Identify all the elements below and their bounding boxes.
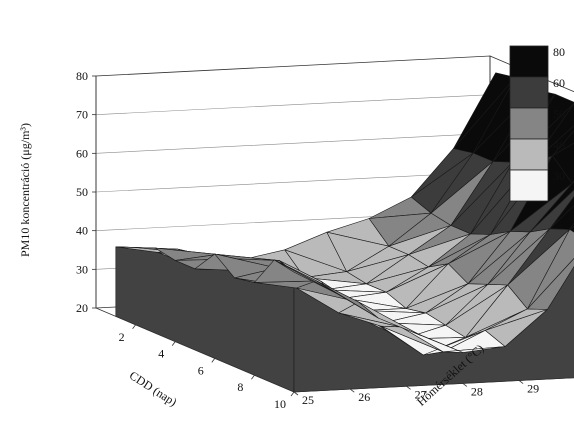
surface-facet bbox=[549, 196, 574, 229]
x-tick-mark bbox=[211, 358, 216, 363]
legend-label: 50 bbox=[553, 107, 565, 121]
z-tick-label: 50 bbox=[76, 185, 88, 199]
front-axes: 203040506070802468102526272829303132 bbox=[76, 69, 574, 411]
y-tick-label: 27 bbox=[415, 387, 427, 401]
x-tick-label: 4 bbox=[158, 347, 164, 361]
legend-label: 80 bbox=[553, 45, 565, 59]
surface-facet bbox=[316, 280, 379, 319]
surface-facet bbox=[552, 142, 574, 184]
y-tick-label: 29 bbox=[527, 382, 539, 396]
x-tick-label: 2 bbox=[119, 330, 125, 344]
legend-label: 40 bbox=[553, 138, 565, 152]
y-tick-mark bbox=[350, 388, 355, 393]
surface-facet bbox=[527, 258, 574, 310]
legend-swatch bbox=[509, 45, 549, 78]
z-tick-label: 60 bbox=[76, 146, 88, 160]
x-axis-line bbox=[95, 307, 295, 393]
z-tick-label: 20 bbox=[76, 301, 88, 315]
x-tick-label: 8 bbox=[237, 380, 243, 394]
z-tick-label: 30 bbox=[76, 262, 88, 276]
legend-swatch bbox=[509, 138, 549, 171]
legend-label: 30 bbox=[553, 169, 565, 183]
surface-facet bbox=[273, 259, 337, 294]
y-tick-label: 28 bbox=[471, 384, 483, 398]
x-tick-mark bbox=[171, 341, 176, 346]
y-tick-mark bbox=[518, 380, 524, 384]
legend-label: 60 bbox=[553, 76, 565, 90]
x-tick-mark bbox=[251, 374, 255, 380]
legend-swatch bbox=[509, 76, 549, 109]
surface-facet bbox=[549, 205, 574, 230]
x-tick-mark bbox=[290, 391, 295, 397]
color-legend: 80 60 50 40 30 bbox=[509, 45, 565, 202]
z-tick-label: 70 bbox=[76, 108, 88, 122]
legend-swatch bbox=[509, 169, 549, 202]
x-tick-label: 6 bbox=[198, 363, 204, 377]
y-axis-line bbox=[293, 377, 574, 393]
surface-facet bbox=[569, 225, 574, 233]
y-tick-mark bbox=[293, 391, 299, 396]
x-tick-label: 10 bbox=[274, 397, 286, 411]
z-axis-title: PM10 koncentráció (μg/m³) bbox=[18, 123, 32, 257]
surface-facet bbox=[484, 309, 548, 347]
z-tick-label: 40 bbox=[76, 224, 88, 238]
surface-facet bbox=[569, 222, 574, 230]
z-tick-label: 80 bbox=[76, 69, 88, 83]
y-tick-mark bbox=[462, 383, 468, 387]
x-axis-title: CDD (nap) bbox=[127, 368, 180, 409]
x-tick-mark bbox=[132, 324, 136, 330]
y-tick-mark bbox=[406, 385, 411, 390]
y-tick-label: 25 bbox=[302, 393, 314, 407]
legend-swatch bbox=[509, 107, 549, 140]
surface-facet bbox=[358, 301, 421, 336]
y-tick-label: 26 bbox=[358, 390, 370, 404]
surface-mesh bbox=[115, 72, 574, 356]
